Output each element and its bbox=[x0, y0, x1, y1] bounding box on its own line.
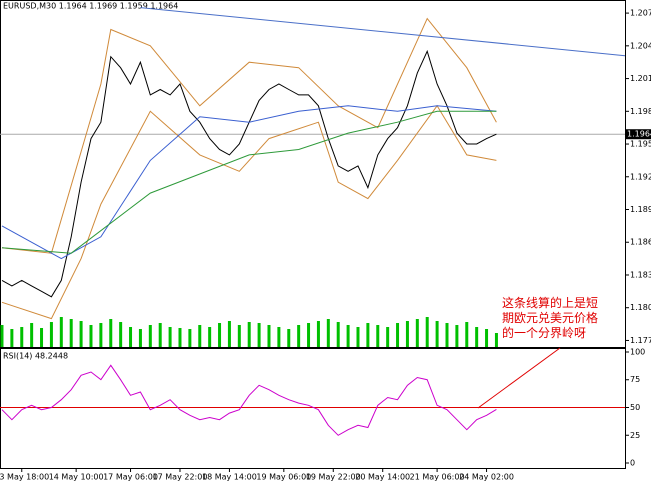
rsi-title: RSI(14) 48.2448 bbox=[3, 352, 68, 361]
y-tick-label: 1.2045 bbox=[630, 41, 651, 50]
volume-bar bbox=[208, 327, 212, 347]
volume-bar bbox=[356, 327, 360, 347]
volume-bar bbox=[445, 323, 449, 347]
volume-bar bbox=[386, 327, 390, 347]
current-price-box bbox=[625, 129, 651, 140]
volume-bar bbox=[257, 323, 261, 347]
y-tick-label: 100 bbox=[630, 347, 645, 356]
volume-bar bbox=[99, 323, 103, 347]
y-tick-label: 50 bbox=[630, 403, 640, 412]
y-tick-label: 1.1805 bbox=[630, 303, 651, 312]
volume-bar bbox=[89, 325, 93, 347]
volume-bar bbox=[326, 319, 330, 347]
y-tick-label: 1.1895 bbox=[630, 205, 651, 214]
rsi-panel bbox=[0, 348, 626, 469]
volume-bar bbox=[237, 325, 241, 347]
volume-bar bbox=[277, 327, 281, 347]
volume-bar bbox=[40, 328, 44, 347]
volume-bar bbox=[148, 325, 152, 347]
main-panel bbox=[0, 0, 626, 348]
x-tick-label: 21 May 06:00 bbox=[410, 473, 465, 481]
volume-bar bbox=[435, 321, 439, 347]
x-tick-label: 20 May 14:00 bbox=[355, 473, 410, 481]
volume-bar bbox=[109, 319, 113, 347]
y-tick-label: 1.1955 bbox=[630, 140, 651, 149]
volume-bar bbox=[168, 327, 172, 347]
volume-bar bbox=[415, 319, 419, 347]
volume-bar bbox=[316, 321, 320, 347]
series-line bbox=[140, 7, 626, 57]
volume-bar bbox=[69, 319, 73, 347]
volume-bar bbox=[267, 325, 271, 347]
y-tick-label: 1.2015 bbox=[630, 74, 651, 83]
volume-bar bbox=[376, 325, 380, 347]
volume-bar bbox=[336, 322, 340, 347]
series-line bbox=[1, 105, 497, 260]
y-tick-label: 0 bbox=[630, 459, 635, 468]
x-tick-label: 17 May 06:00 bbox=[103, 473, 158, 481]
annotation-arrow bbox=[477, 347, 561, 409]
series-line bbox=[1, 110, 497, 254]
volume-bar bbox=[247, 322, 251, 347]
volume-bar bbox=[307, 323, 311, 347]
volume-bar bbox=[119, 322, 123, 347]
annotation: 这条线算的上是短 bbox=[502, 295, 598, 310]
series-line bbox=[1, 364, 497, 436]
volume-bar bbox=[20, 327, 24, 347]
volume-bar bbox=[287, 329, 291, 347]
volume-bar bbox=[297, 325, 301, 347]
volume-bar bbox=[30, 323, 34, 347]
x-tick-label: 24 May 02:00 bbox=[459, 473, 514, 481]
y-tick-label: 1.1775 bbox=[630, 336, 651, 345]
series-line bbox=[1, 17, 497, 254]
volume-bar bbox=[405, 321, 409, 347]
volume-bar bbox=[79, 321, 83, 347]
volume-bar bbox=[158, 323, 162, 347]
y-tick-label: 1.1865 bbox=[630, 238, 651, 247]
volume-bar bbox=[475, 327, 479, 347]
y-tick-label: 1.1925 bbox=[630, 172, 651, 181]
x-tick-label: 19 May 22:00 bbox=[306, 473, 361, 481]
volume-bar bbox=[49, 322, 53, 347]
volume-bar bbox=[188, 329, 192, 347]
y-tick-label: 25 bbox=[630, 431, 640, 440]
annotation: 期欧元兑美元价格 bbox=[502, 310, 598, 325]
x-tick-label: 19 May 06:00 bbox=[256, 473, 311, 481]
volume-bar bbox=[129, 327, 133, 347]
y-tick-label: 1.1835 bbox=[630, 270, 651, 279]
volume-bar bbox=[138, 329, 142, 347]
x-tick-label: 17 May 22:00 bbox=[153, 473, 208, 481]
y-tick-label: 1.1985 bbox=[630, 107, 651, 116]
volume-bar bbox=[485, 329, 489, 347]
x-tick-label: 13 May 18:00 bbox=[0, 473, 49, 481]
volume-bar bbox=[366, 323, 370, 347]
volume-bar bbox=[0, 325, 4, 347]
x-tick-label: 14 May 10:00 bbox=[49, 473, 104, 481]
volume-bar bbox=[396, 323, 400, 347]
volume-bar bbox=[494, 333, 498, 347]
volume-bar bbox=[346, 325, 350, 347]
volume-bar bbox=[465, 322, 469, 347]
current-price-label: 1.1964 bbox=[627, 130, 651, 139]
chart-title: EURUSD,M30 1.1964 1.1969 1.1959 1.1964 bbox=[3, 2, 178, 11]
volume-bar bbox=[198, 325, 202, 347]
y-tick-label: 75 bbox=[630, 375, 640, 384]
volume-bar bbox=[227, 321, 231, 347]
volume-bar bbox=[59, 317, 63, 347]
x-tick-label: 18 May 14:00 bbox=[202, 473, 257, 481]
annotation: 的一个分界岭呀 bbox=[502, 325, 586, 340]
volume-bar bbox=[178, 328, 182, 347]
volume-bar bbox=[10, 329, 14, 347]
volume-bar bbox=[455, 325, 459, 347]
y-tick-label: 1.2075 bbox=[630, 9, 651, 18]
volume-bar bbox=[218, 323, 222, 347]
volume-bar bbox=[425, 317, 429, 347]
